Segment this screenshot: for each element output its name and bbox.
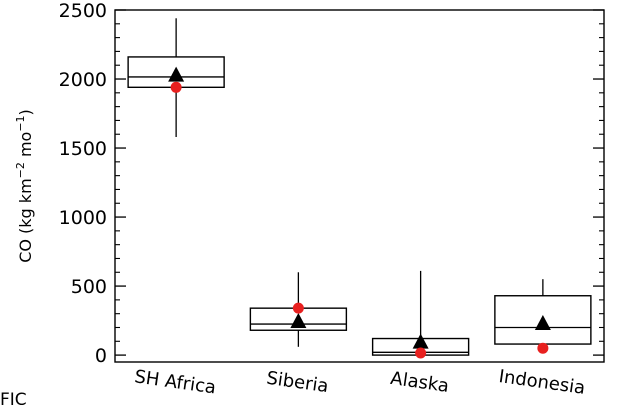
chart-marks: SH Africa Siberia Alaska Indonesia [128, 18, 591, 399]
red-dot-marker [171, 82, 182, 93]
red-dot-marker [293, 303, 304, 314]
category-label: Siberia [265, 368, 330, 397]
y-tick-label: 2000 [59, 69, 107, 91]
box-group-1: Siberia [250, 272, 346, 397]
mean-triangle-marker [535, 315, 551, 330]
red-dot-marker [537, 343, 548, 354]
y-axis-title: CO (kg km−2 mo−1) [14, 109, 35, 263]
y-tick-label: 500 [71, 276, 107, 298]
box-group-0: SH Africa [128, 18, 224, 398]
category-label: SH Africa [133, 366, 217, 398]
mean-triangle-marker [168, 67, 184, 82]
y-tick-label: 2500 [59, 0, 107, 22]
y-tick-label: 0 [95, 345, 107, 367]
y-tick-label: 1000 [59, 207, 107, 229]
box-group-2: Alaska [373, 271, 469, 397]
red-dot-marker [415, 348, 426, 359]
box-group-3: Indonesia [495, 279, 591, 399]
corner-text: FIC [0, 390, 27, 409]
category-label: Indonesia [497, 366, 586, 399]
category-label: Alaska [389, 368, 450, 397]
mean-triangle-marker [290, 313, 306, 328]
plot-frame [115, 10, 604, 362]
chart-axes: 0 500 1000 1500 2000 2500 CO (kg km−2 mo−1) [14, 0, 604, 367]
y-tick-label: 1500 [59, 138, 107, 160]
mean-triangle-marker [413, 334, 429, 349]
